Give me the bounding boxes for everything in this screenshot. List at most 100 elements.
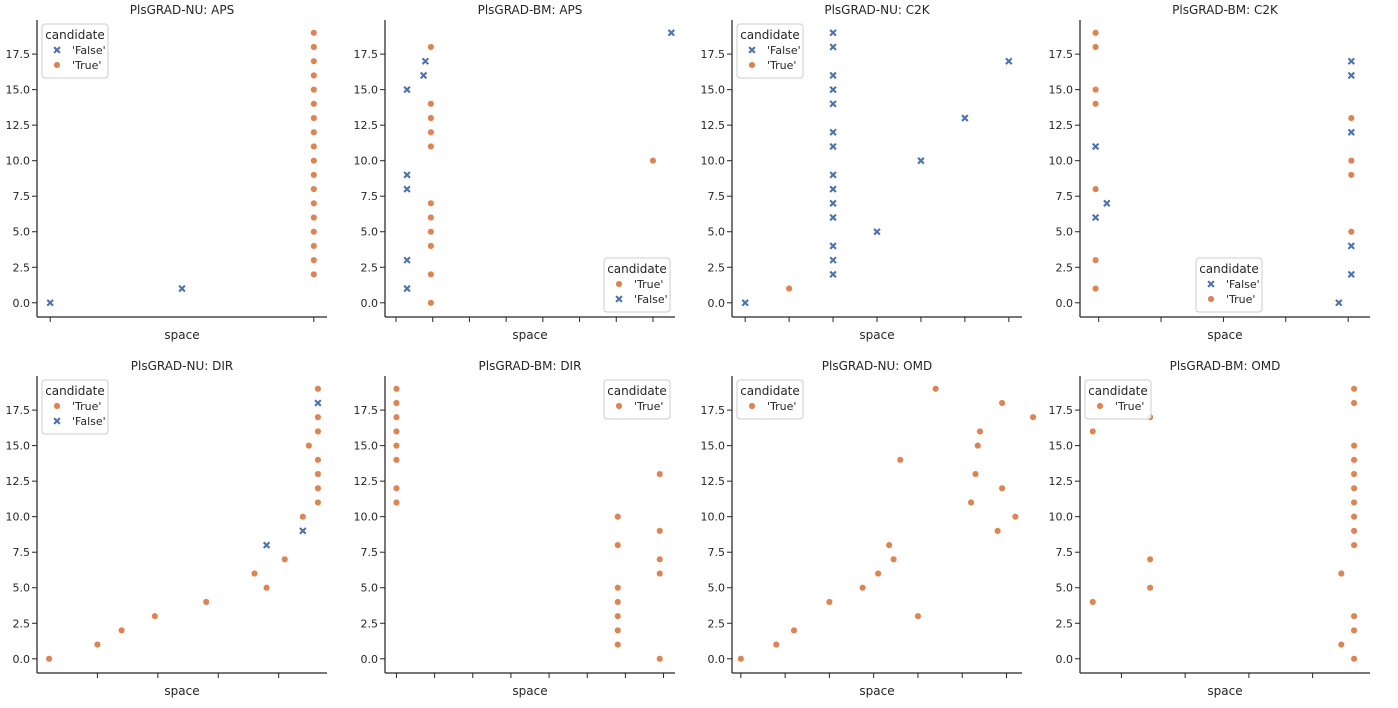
data-point-false xyxy=(829,171,837,179)
data-point-false xyxy=(829,270,837,279)
y-tick-label: 0.0 xyxy=(13,653,31,666)
y-tick-label: 12.5 xyxy=(354,119,379,132)
data-point-true xyxy=(427,213,435,222)
data-point-true xyxy=(427,100,435,108)
y-tick-label: 2.5 xyxy=(13,617,31,630)
x-axis-label: space xyxy=(859,684,894,698)
data-point-true xyxy=(314,484,322,492)
y-tick-label: 2.5 xyxy=(708,261,726,274)
data-point-true xyxy=(118,626,126,634)
y-tick-label: 12.5 xyxy=(701,119,726,132)
data-point-true xyxy=(1350,385,1358,393)
panel-0: PlsGRAD-NU: APS 0.0 2.5 5.0 7.5 10.0 12.5 15.0 1… xyxy=(6,3,327,342)
x-axis-label: space xyxy=(859,328,894,342)
y-tick-label: 2.5 xyxy=(1056,617,1074,630)
y-tick-label: 17.5 xyxy=(354,404,379,417)
data-point-false xyxy=(829,85,837,94)
data-point-true xyxy=(998,399,1006,407)
data-point-true xyxy=(314,498,322,507)
legend-frame xyxy=(736,379,804,420)
data-point-true xyxy=(1146,555,1154,563)
panel-3: PlsGRAD-BM: C2K 0.0 2.5 5.0 7.5 10.0 12.5 15.0 1… xyxy=(1049,3,1370,342)
data-point-false xyxy=(1347,242,1355,250)
data-point-true xyxy=(896,456,904,464)
data-point-false xyxy=(403,185,411,193)
data-point-true xyxy=(305,442,313,450)
y-tick-label: 17.5 xyxy=(701,48,726,61)
data-point-true xyxy=(427,142,435,151)
y-tick-label: 5.0 xyxy=(708,582,726,595)
legend-marker-true xyxy=(1207,295,1215,303)
legend: candidate 'False' 'True' xyxy=(1195,257,1263,313)
legend-label: 'True' xyxy=(634,400,663,413)
data-point-true xyxy=(310,242,318,250)
data-point-true xyxy=(1347,228,1355,236)
data-point-true xyxy=(1350,399,1358,407)
data-point-true xyxy=(656,470,664,478)
data-point-true xyxy=(1347,114,1355,122)
data-point-true xyxy=(1337,641,1345,649)
data-point-false xyxy=(917,157,925,165)
data-point-false xyxy=(262,541,271,549)
legend-marker-false xyxy=(615,295,623,303)
y-tick-label: 17.5 xyxy=(1049,404,1074,417)
data-point-true xyxy=(93,641,101,649)
data-point-true xyxy=(914,612,922,620)
legend-title: candidate xyxy=(740,384,800,398)
data-point-true xyxy=(310,43,318,51)
data-point-false xyxy=(46,299,54,307)
data-point-true xyxy=(1337,569,1345,578)
data-point-true xyxy=(310,100,318,108)
data-point-true xyxy=(299,513,307,521)
y-tick-label: 15.0 xyxy=(6,440,31,453)
data-point-true xyxy=(310,114,318,122)
data-point-true xyxy=(250,569,259,578)
legend-marker-true xyxy=(53,402,61,410)
panel-title: PlsGRAD-BM: OMD xyxy=(1170,359,1281,373)
legend-label: 'True' xyxy=(72,400,101,413)
panel-title: PlsGRAD-BM: C2K xyxy=(1172,3,1279,17)
data-point-false xyxy=(403,171,411,179)
data-point-true xyxy=(310,86,318,94)
data-point-true xyxy=(1092,29,1100,37)
data-point-true xyxy=(310,171,318,179)
data-point-true xyxy=(427,299,435,307)
legend-label: 'True' xyxy=(767,400,796,413)
data-point-true xyxy=(392,413,400,421)
y-tick-label: 0.0 xyxy=(1056,297,1074,310)
y-tick-label: 10.0 xyxy=(6,155,31,168)
data-point-true xyxy=(976,427,984,435)
legend-label: 'False' xyxy=(767,44,801,57)
data-point-true xyxy=(1347,171,1355,179)
data-point-true xyxy=(1350,470,1358,478)
legend-title: candidate xyxy=(45,384,105,398)
legend-marker-true xyxy=(1096,402,1104,410)
data-point-true xyxy=(310,256,318,264)
legend-marker-false xyxy=(1207,280,1215,288)
legend-label: 'False' xyxy=(634,293,668,306)
y-tick-label: 15.0 xyxy=(701,440,726,453)
data-point-true xyxy=(1350,612,1358,620)
legend-label: 'False' xyxy=(72,44,106,57)
data-point-false xyxy=(419,71,428,80)
data-point-true xyxy=(656,655,664,663)
y-tick-label: 5.0 xyxy=(13,582,31,595)
data-point-true xyxy=(310,128,318,136)
data-point-false xyxy=(829,199,837,207)
panel-title: PlsGRAD-BM: DIR xyxy=(479,359,582,373)
y-tick-label: 2.5 xyxy=(361,261,379,274)
data-point-true xyxy=(874,569,882,578)
y-tick-label: 15.0 xyxy=(1049,84,1074,97)
legend-marker-true xyxy=(53,61,61,69)
legend: candidate 'True' xyxy=(736,379,804,420)
y-tick-label: 17.5 xyxy=(701,404,726,417)
data-point-true xyxy=(310,57,318,65)
panel-6: PlsGRAD-NU: OMD 0.0 2.5 5.0 7.5 10.0 12.5 15.0 1… xyxy=(701,359,1037,698)
data-point-true xyxy=(427,242,435,250)
data-point-true xyxy=(825,598,833,606)
data-point-true xyxy=(790,626,798,634)
data-point-true xyxy=(772,641,780,649)
data-point-true xyxy=(151,612,159,620)
y-tick-label: 17.5 xyxy=(6,404,31,417)
y-tick-label: 10.0 xyxy=(354,511,379,524)
